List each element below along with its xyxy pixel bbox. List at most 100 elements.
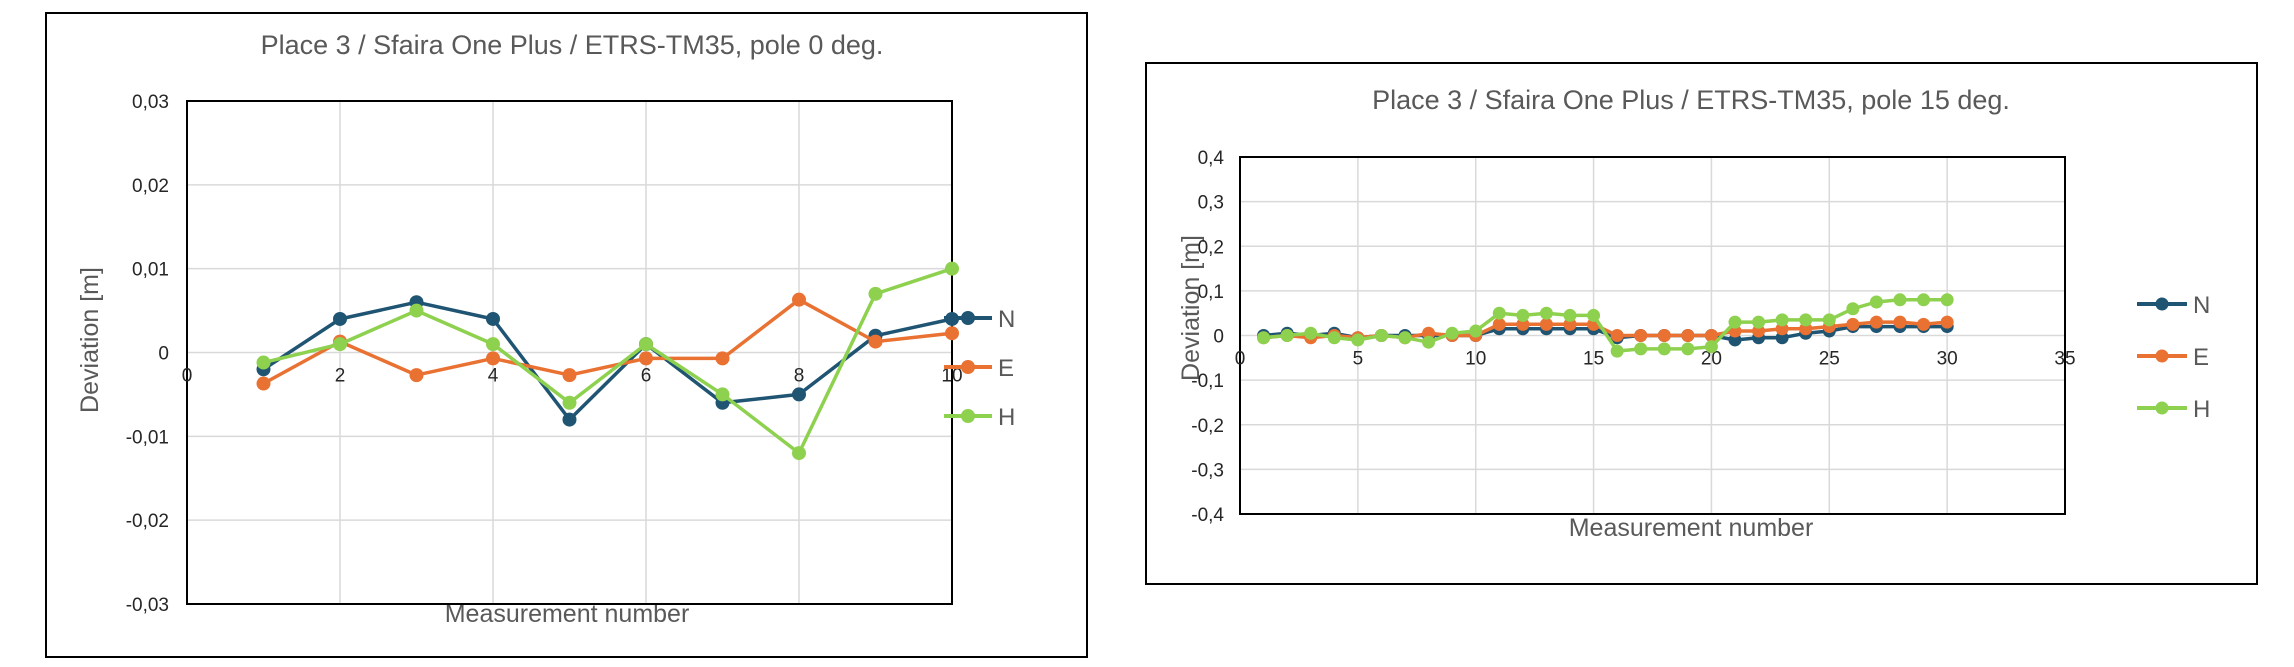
chart-2-data-point-E <box>1846 317 1860 331</box>
chart-1-data-point-N <box>792 387 806 402</box>
chart-2-data-point-H <box>1940 293 1954 307</box>
chart-1-legend-item-N: N <box>944 306 1015 333</box>
chart-1: Place 3 / Sfaira One Plus / ETRS-TM35, p… <box>76 30 1015 628</box>
chart-1-legend-label: N <box>998 306 1015 333</box>
chart-1-x-tick-label: 8 <box>794 366 805 387</box>
chart-2-x-tick-label: 20 <box>1701 349 1722 370</box>
chart-2-data-point-E <box>1516 317 1530 331</box>
chart-1-x-tick-label: 10 <box>941 366 962 387</box>
chart-2-data-point-E <box>1940 315 1954 329</box>
chart-1-data-point-E <box>562 368 577 383</box>
chart-2-y-tick-label: 0 <box>1213 327 1224 348</box>
chart-2-data-point-H <box>1563 308 1577 322</box>
chart-1-x-tick-label: 6 <box>641 366 652 387</box>
chart-1-data-point-E <box>256 376 271 391</box>
chart-2-legend-item-N: N <box>2137 292 2210 319</box>
chart-2-data-point-E <box>1539 317 1553 331</box>
chart-2-data-point-E <box>1752 324 1766 338</box>
chart-1-y-tick-label: 0 <box>158 344 169 365</box>
chart-1-plot-area-border <box>186 100 953 605</box>
chart-2-title: Place 3 / Sfaira One Plus / ETRS-TM35, p… <box>1372 85 2010 115</box>
chart-2-data-point-H <box>1893 293 1907 307</box>
chart-2-legend-item-E: E <box>2137 344 2209 371</box>
chart-1-legend-swatch-marker <box>961 360 975 374</box>
chart-1-y-tick-label: 0,03 <box>132 92 169 113</box>
chart-1-series-line-E <box>262 297 953 386</box>
chart-2-legend-label: E <box>2193 344 2209 371</box>
chart-2-y-tick-label: 0,4 <box>1198 148 1225 169</box>
chart-1-data-point-E <box>945 326 959 341</box>
chart-2-data-point-E <box>1657 329 1671 342</box>
chart-1-y-axis-title: Deviation [m] <box>76 267 104 413</box>
chart-2-data-point-E <box>1492 317 1506 331</box>
chart-1-x-tick-label: 4 <box>488 366 499 387</box>
chart-1-data-point-E <box>792 292 806 307</box>
chart-2-data-point-H <box>1681 342 1695 356</box>
chart-2-data-point-H <box>1917 293 1931 307</box>
chart-1-x-tick-label: 0 <box>182 366 193 387</box>
chart-1-legend-swatch-marker <box>961 409 975 423</box>
chart-2-data-point-H <box>1304 326 1318 340</box>
chart-1-data-point-E <box>486 351 500 366</box>
chart-2-data-point-H <box>1492 306 1506 320</box>
chart-1-y-tick-label: -0,03 <box>126 595 169 616</box>
chart-2-data-point-H <box>1752 315 1766 329</box>
chart-1-legend-swatch-marker <box>961 311 975 325</box>
chart-2-y-tick-label: -0,4 <box>1191 505 1224 526</box>
chart-2-data-point-N <box>1775 331 1789 345</box>
chart-1-series-line-H <box>263 267 953 455</box>
chart-1-data-point-H <box>715 387 730 402</box>
chart-2-x-tick-label: 15 <box>1583 349 1604 370</box>
chart-1-data-point-H <box>639 337 653 352</box>
chart-1-data-point-N <box>333 311 347 326</box>
chart-2-data-point-H <box>1539 306 1553 320</box>
chart-1-legend-item-H: H <box>944 404 1015 431</box>
chart-1-y-tick-label: -0,01 <box>126 427 169 448</box>
chart-2-data-point-H <box>1634 342 1648 356</box>
chart-2-data-point-H <box>1469 324 1483 338</box>
chart-1-series-H <box>256 261 959 461</box>
chart-1-data-point-E <box>715 351 730 366</box>
chart-1-data-point-H <box>792 446 806 461</box>
chart-2-x-tick-label: 0 <box>1235 349 1246 370</box>
chart-2-data-point-H <box>1610 344 1624 358</box>
chart-2-data-point-H <box>1822 313 1836 327</box>
chart-2-data-point-H <box>1728 315 1742 329</box>
chart-1-y-tick-label: -0,02 <box>126 511 169 532</box>
chart-1-data-point-H <box>486 337 500 352</box>
chart-2-data-point-E <box>1893 315 1907 329</box>
chart-1-series-N <box>256 295 959 427</box>
chart-1-data-point-E <box>639 351 653 366</box>
chart-1-data-point-E <box>868 334 883 349</box>
chart-2-data-point-E <box>1917 317 1931 331</box>
chart-2-data-point-E <box>1869 315 1883 329</box>
chart-1-y-tick-label: 0,02 <box>132 176 169 197</box>
chart-2-y-tick-label: 0,1 <box>1198 282 1224 303</box>
chart-2-legend-swatch-marker <box>2155 297 2169 311</box>
chart-2-legend-label: N <box>2193 292 2210 319</box>
chart-1-data-point-H <box>562 395 577 410</box>
chart-2-data-point-E <box>1775 322 1789 336</box>
chart-1-legend-label: E <box>998 355 1014 382</box>
chart-1-series-E <box>256 292 959 391</box>
chart-1-frame: Place 3 / Sfaira One Plus / ETRS-TM35, p… <box>45 12 1088 658</box>
chart-2-data-point-E <box>1681 329 1695 342</box>
chart-2-legend-item-H: H <box>2137 396 2210 423</box>
chart-2-data-point-E <box>1704 329 1718 342</box>
chart-2-data-point-E <box>1799 322 1813 336</box>
chart-2-data-point-H <box>1374 329 1388 342</box>
chart-2-data-point-H <box>1846 302 1860 316</box>
chart-2-data-point-H <box>1398 331 1412 345</box>
chart-2-data-point-E <box>1610 329 1624 342</box>
chart-2-legend-swatch-marker <box>2155 349 2169 363</box>
chart-2-data-point-H <box>1704 340 1718 354</box>
chart-2-data-point-H <box>1351 333 1365 347</box>
chart-2: Place 3 / Sfaira One Plus / ETRS-TM35, p… <box>1177 85 2210 542</box>
chart-1-data-point-H <box>256 355 271 370</box>
chart-2-x-tick-label: 25 <box>1819 349 1840 370</box>
chart-2-data-point-N <box>1728 333 1742 347</box>
chart-2-x-tick-label: 10 <box>1465 349 1486 370</box>
chart-1-data-point-E <box>409 368 424 383</box>
chart-1-x-tick-label: 2 <box>335 366 346 387</box>
chart-2-data-point-H <box>1257 331 1271 345</box>
